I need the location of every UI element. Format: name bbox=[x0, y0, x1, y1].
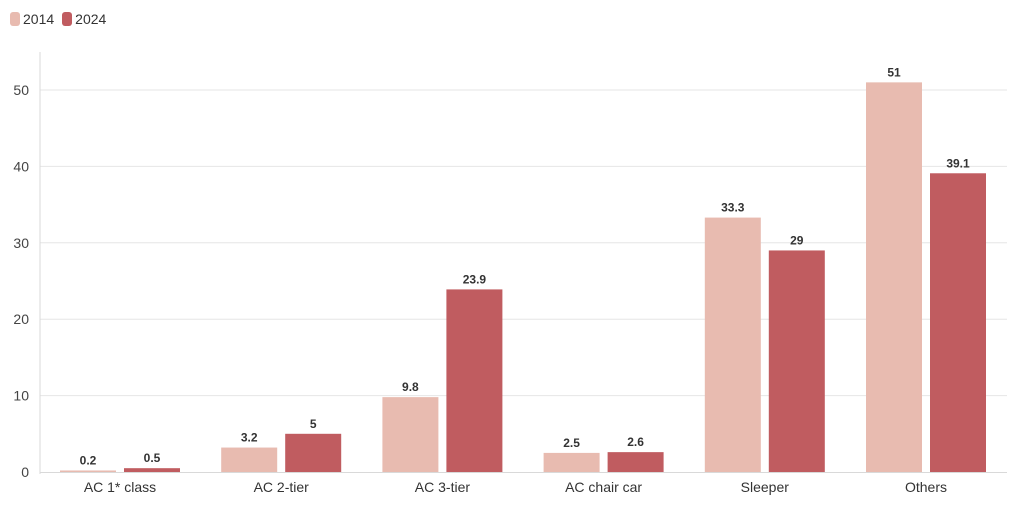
legend-label-2024: 2024 bbox=[75, 11, 107, 27]
data-label-2014: 0.2 bbox=[80, 453, 97, 467]
data-label-2024: 2.6 bbox=[627, 435, 644, 449]
y-tick-label: 50 bbox=[13, 82, 29, 98]
bar-2024[interactable] bbox=[768, 250, 825, 472]
bar-2014[interactable] bbox=[866, 82, 922, 473]
bar-2014[interactable] bbox=[221, 447, 278, 472]
data-label-2014: 2.5 bbox=[563, 436, 580, 450]
chart-legend: 2014 2024 bbox=[10, 11, 106, 27]
x-category-label: AC 2-tier bbox=[254, 479, 310, 495]
y-tick-label: 10 bbox=[13, 388, 29, 404]
bar-2014[interactable] bbox=[60, 470, 116, 472]
data-label-2024: 0.5 bbox=[144, 451, 161, 465]
data-label-2024: 39.1 bbox=[946, 156, 970, 170]
bar-2024[interactable] bbox=[285, 433, 342, 472]
bar-2014[interactable] bbox=[704, 217, 761, 472]
bar-2024[interactable] bbox=[930, 173, 986, 472]
data-label-2024: 29 bbox=[790, 233, 804, 247]
bar-2024[interactable] bbox=[124, 468, 180, 472]
bar-2024[interactable] bbox=[607, 452, 664, 472]
legend-label-2014: 2014 bbox=[23, 11, 55, 27]
y-tick-label: 20 bbox=[13, 311, 29, 327]
data-label-2014: 9.8 bbox=[402, 380, 419, 394]
data-label-2014: 3.2 bbox=[241, 431, 258, 445]
x-category-label: AC chair car bbox=[565, 479, 642, 495]
x-category-label: AC 1* class bbox=[84, 479, 156, 495]
data-label-2024: 5 bbox=[310, 417, 317, 431]
bar-2014[interactable] bbox=[382, 397, 439, 472]
bar-2024[interactable] bbox=[446, 289, 503, 472]
data-label-2014: 51 bbox=[887, 65, 901, 79]
x-category-label: Sleeper bbox=[741, 479, 790, 495]
legend-item-2024[interactable]: 2024 bbox=[62, 11, 106, 27]
data-label-2014: 33.3 bbox=[721, 201, 745, 215]
x-category-label: Others bbox=[905, 479, 947, 495]
x-category-label: AC 3-tier bbox=[415, 479, 471, 495]
y-tick-label: 40 bbox=[13, 158, 29, 174]
bar-2014[interactable] bbox=[543, 452, 600, 472]
data-label-2024: 23.9 bbox=[463, 272, 487, 286]
legend-swatch-2014 bbox=[10, 12, 20, 26]
y-tick-label: 0 bbox=[21, 464, 29, 480]
y-tick-label: 30 bbox=[13, 235, 29, 251]
legend-item-2014[interactable]: 2014 bbox=[10, 11, 54, 27]
legend-swatch-2024 bbox=[62, 12, 73, 26]
